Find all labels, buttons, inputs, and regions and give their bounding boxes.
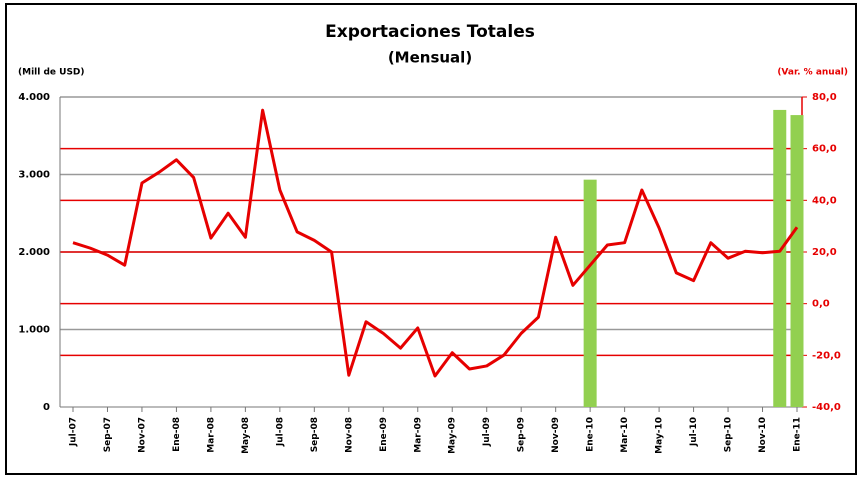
x-tick-label: Ene-10 — [586, 417, 596, 452]
y2-tick-label: -20,0 — [812, 350, 841, 361]
y-tick-label: 1.000 — [18, 325, 50, 336]
bar — [583, 179, 597, 407]
y-tick-label: 4.000 — [18, 92, 50, 103]
y-tick-label: 0 — [43, 402, 50, 413]
bar — [773, 109, 787, 408]
x-tick-label: May-08 — [241, 417, 251, 454]
x-tick-label: Ene-09 — [379, 417, 389, 452]
x-tick-label: Jul-08 — [275, 417, 285, 447]
x-tick-label: Mar-10 — [620, 417, 630, 453]
x-tick-label: Mar-08 — [206, 417, 216, 453]
x-tick-label: Jul-10 — [689, 417, 699, 447]
x-tick-label: Nov-08 — [344, 417, 354, 453]
y2-tick-label: 0,0 — [812, 299, 830, 310]
x-tick-label: Ene-08 — [172, 417, 182, 452]
chart-frame — [5, 3, 857, 475]
chart-subtitle: (Mensual) — [388, 49, 472, 67]
x-tick-label: Nov-10 — [758, 417, 768, 453]
x-tick-label: Nov-07 — [137, 417, 147, 453]
y2-tick-label: 80,0 — [812, 92, 837, 103]
y-tick-label: 2.000 — [18, 247, 50, 258]
x-tick-label: May-09 — [448, 417, 458, 454]
x-tick-label: May-10 — [655, 417, 665, 454]
x-tick-label: Mar-09 — [413, 417, 423, 453]
y2-tick-label: 60,0 — [812, 144, 837, 155]
bar — [790, 115, 804, 407]
line — [72, 108, 799, 378]
y2-tick-label: -40,0 — [812, 402, 841, 413]
y2-tick-label: 20,0 — [812, 247, 837, 258]
x-tick-label: Sep-08 — [310, 417, 320, 452]
y2-tick-label: 40,0 — [812, 195, 837, 206]
x-tick-label: Ene-11 — [793, 417, 803, 452]
x-tick-label: Jul-09 — [482, 417, 492, 447]
x-tick-label: Nov-09 — [551, 417, 561, 453]
x-tick-label: Sep-10 — [724, 417, 734, 452]
y2-axis-label: (Var. % anual) — [777, 68, 848, 78]
x-tick-label: Sep-07 — [103, 417, 113, 452]
y-axis-label: (Mill de USD) — [18, 68, 85, 78]
chart-title: Exportaciones Totales — [325, 22, 535, 42]
y-tick-label: 3.000 — [18, 170, 50, 181]
x-tick-label: Jul-07 — [69, 417, 79, 447]
x-tick-label: Sep-09 — [517, 417, 527, 452]
